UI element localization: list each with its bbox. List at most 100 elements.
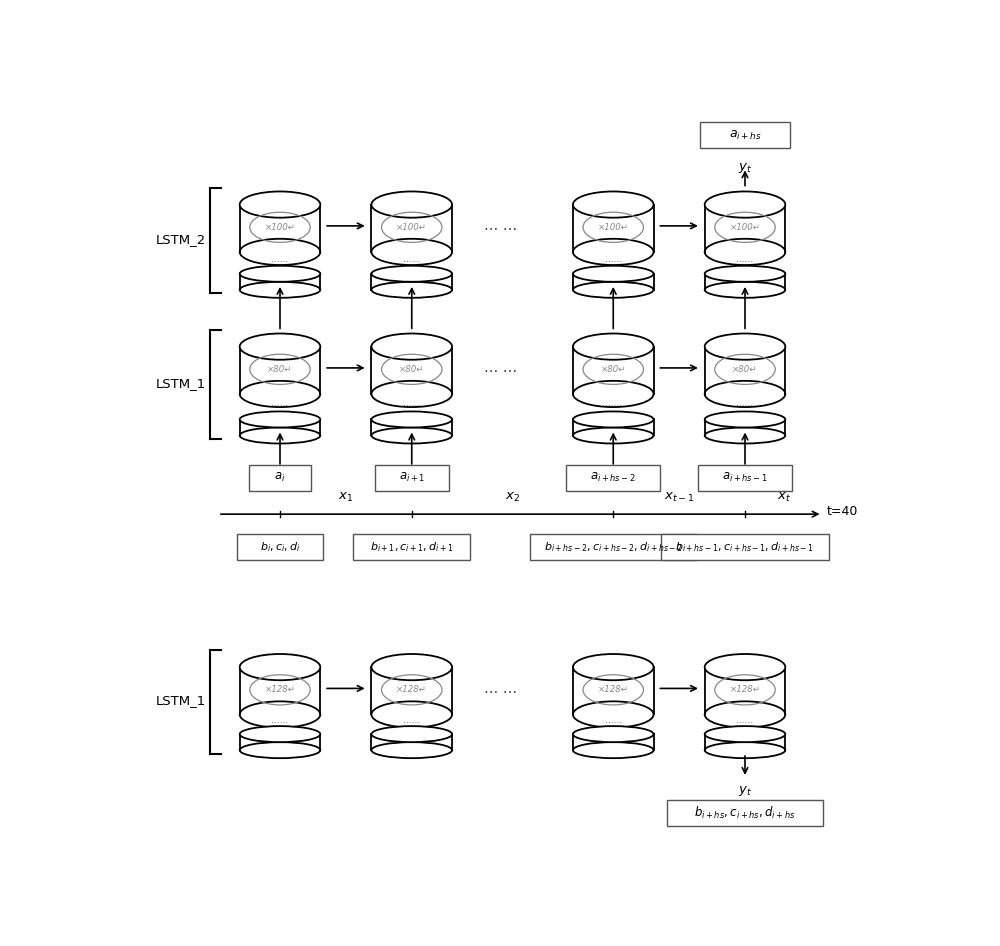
FancyBboxPatch shape [371,204,452,252]
Ellipse shape [240,654,320,680]
Ellipse shape [705,727,785,743]
Text: ×128↵: ×128↵ [396,685,427,694]
FancyBboxPatch shape [240,667,320,714]
Ellipse shape [240,282,320,298]
Text: LSTM_1: LSTM_1 [156,694,206,707]
Text: $b_{i+hs-2}, c_{i+hs-2}, d_{i+hs-2}$: $b_{i+hs-2}, c_{i+hs-2}, d_{i+hs-2}$ [544,540,683,553]
FancyBboxPatch shape [566,464,660,491]
FancyBboxPatch shape [240,204,320,252]
Ellipse shape [573,654,654,680]
Ellipse shape [240,412,320,428]
Text: ... ...: ... ... [484,360,517,376]
Ellipse shape [240,238,320,265]
Text: $b_{i+hs-1}, c_{i+hs-1}, d_{i+hs-1}$: $b_{i+hs-1}, c_{i+hs-1}, d_{i+hs-1}$ [675,540,815,553]
Text: ......: ...... [403,398,420,408]
FancyBboxPatch shape [573,419,654,435]
FancyBboxPatch shape [530,534,697,560]
Text: ......: ...... [403,254,420,264]
FancyBboxPatch shape [705,346,785,394]
Ellipse shape [573,701,654,727]
Text: $x_2$: $x_2$ [505,491,520,504]
FancyBboxPatch shape [573,204,654,252]
Ellipse shape [240,381,320,407]
Text: ×128↵: ×128↵ [598,685,629,694]
Ellipse shape [573,727,654,743]
FancyBboxPatch shape [573,273,654,289]
Text: ......: ...... [736,398,754,408]
Ellipse shape [240,743,320,758]
FancyBboxPatch shape [353,534,470,560]
FancyBboxPatch shape [573,667,654,714]
Ellipse shape [573,266,654,282]
Ellipse shape [705,412,785,428]
FancyBboxPatch shape [249,464,311,491]
Text: LSTM_1: LSTM_1 [156,377,206,390]
Text: ......: ...... [736,254,754,264]
Ellipse shape [371,701,452,727]
Text: ×100↵: ×100↵ [598,223,629,232]
Ellipse shape [705,743,785,758]
FancyBboxPatch shape [371,346,452,394]
Ellipse shape [240,428,320,444]
Ellipse shape [705,334,785,359]
Ellipse shape [240,701,320,727]
FancyBboxPatch shape [240,734,320,750]
Ellipse shape [705,381,785,407]
Ellipse shape [371,743,452,758]
FancyBboxPatch shape [705,734,785,750]
Ellipse shape [240,334,320,359]
FancyBboxPatch shape [240,273,320,289]
FancyBboxPatch shape [667,799,823,826]
FancyBboxPatch shape [573,734,654,750]
Text: ......: ...... [605,254,622,264]
Text: ×80↵: ×80↵ [267,365,293,374]
Text: t=40: t=40 [826,505,858,518]
Text: LSTM_2: LSTM_2 [156,233,206,246]
FancyBboxPatch shape [240,419,320,435]
Text: $y_t$: $y_t$ [738,161,752,175]
Ellipse shape [371,282,452,298]
Text: $x_{t-1}$: $x_{t-1}$ [664,491,694,504]
Ellipse shape [573,334,654,359]
FancyBboxPatch shape [705,204,785,252]
FancyBboxPatch shape [240,346,320,394]
Ellipse shape [705,266,785,282]
Text: $b_i, c_i, d_i$: $b_i, c_i, d_i$ [260,540,300,553]
Text: $a_{i+hs-2}$: $a_{i+hs-2}$ [590,471,636,484]
Text: $y_t$: $y_t$ [738,783,752,797]
Ellipse shape [240,727,320,743]
Text: ......: ...... [271,716,289,726]
Text: ......: ...... [271,398,289,408]
Text: $b_{i+1}, c_{i+1}, d_{i+1}$: $b_{i+1}, c_{i+1}, d_{i+1}$ [370,540,454,553]
Text: ×100↵: ×100↵ [396,223,427,232]
Ellipse shape [371,381,452,407]
Text: ... ...: ... ... [484,681,517,696]
FancyBboxPatch shape [705,273,785,289]
Text: ×80↵: ×80↵ [399,365,424,374]
Ellipse shape [705,701,785,727]
Ellipse shape [371,266,452,282]
Text: ... ...: ... ... [484,219,517,234]
Text: $a_{i+hs-1}$: $a_{i+hs-1}$ [722,471,768,484]
Text: ×128↵: ×128↵ [264,685,296,694]
Text: ......: ...... [605,398,622,408]
Ellipse shape [705,282,785,298]
Ellipse shape [705,238,785,265]
Ellipse shape [573,282,654,298]
FancyBboxPatch shape [705,667,785,714]
Ellipse shape [371,191,452,218]
FancyBboxPatch shape [237,534,323,560]
Text: ......: ...... [605,716,622,726]
Text: $x_t$: $x_t$ [777,491,791,504]
Text: ×100↵: ×100↵ [264,223,296,232]
Ellipse shape [573,381,654,407]
FancyBboxPatch shape [661,534,829,560]
FancyBboxPatch shape [705,419,785,435]
Ellipse shape [705,191,785,218]
Ellipse shape [573,428,654,444]
FancyBboxPatch shape [573,346,654,394]
Text: ......: ...... [403,716,420,726]
Text: ×100↵: ×100↵ [730,223,761,232]
Ellipse shape [240,266,320,282]
FancyBboxPatch shape [371,273,452,289]
